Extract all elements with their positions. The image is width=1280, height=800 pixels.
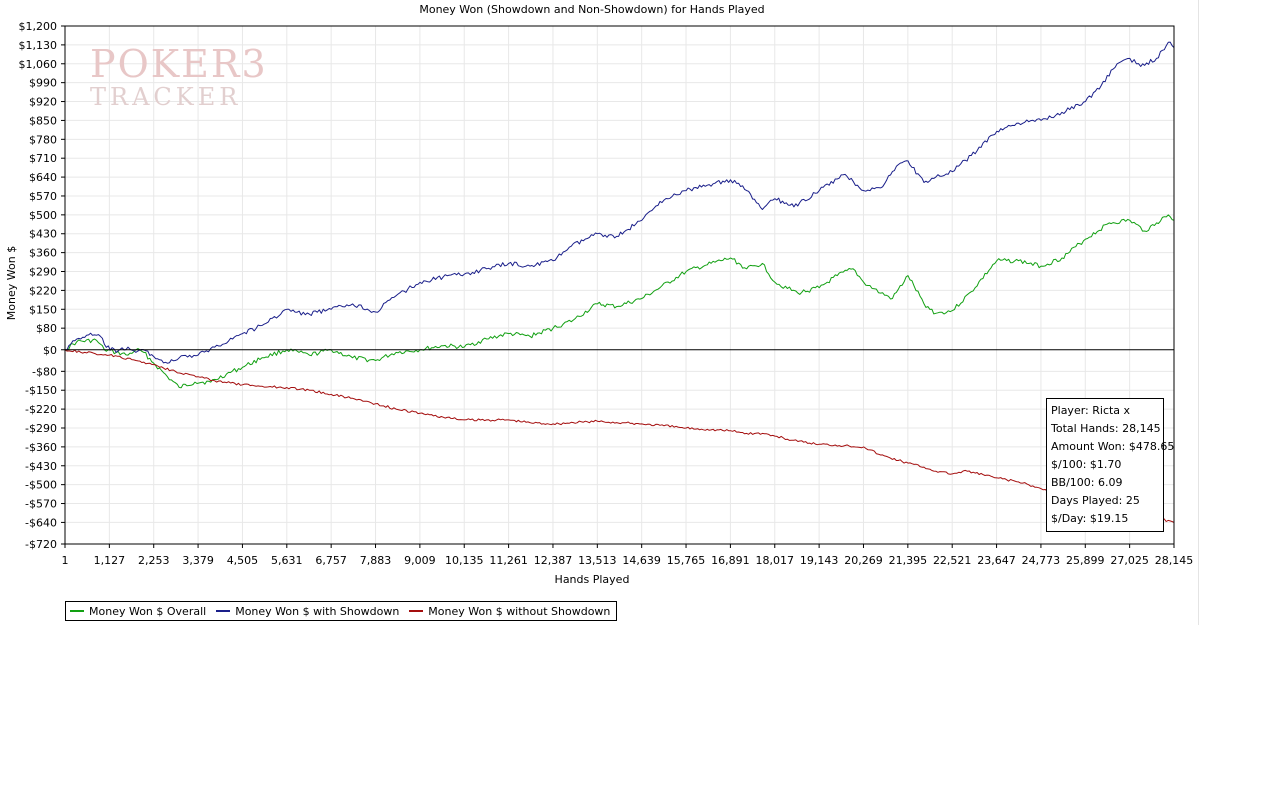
legend-label-non-showdown: Money Won $ without Showdown	[428, 604, 611, 618]
grid-lines	[64, 25, 1175, 545]
x-tick-label: 5,631	[271, 554, 303, 567]
y-tick-label: $920	[29, 96, 57, 109]
x-tick-label: 25,899	[1066, 554, 1105, 567]
legend-item-overall: Money Won $ Overall	[70, 605, 206, 618]
y-tick-label: $780	[29, 133, 57, 146]
info-player: Player: Ricta x	[1051, 404, 1131, 417]
x-tick-label: 3,379	[182, 554, 214, 567]
x-tick-label: 22,521	[933, 554, 972, 567]
y-tick-label: $990	[29, 77, 57, 90]
info-amount-won: Amount Won: $478.65	[1051, 440, 1175, 453]
legend-label-showdown: Money Won $ with Showdown	[235, 604, 400, 618]
x-tick-label: 20,269	[844, 554, 883, 567]
x-axis-label: Hands Played	[555, 573, 630, 586]
x-tick-label: 14,639	[622, 554, 661, 567]
series-lines	[64, 41, 1175, 523]
x-tick-label: 18,017	[756, 554, 795, 567]
player-stats-box: Player: Ricta x Total Hands: 28,145 Amou…	[1046, 398, 1175, 532]
x-tick-label: 13,513	[578, 554, 617, 567]
x-tick-label: 7,883	[360, 554, 392, 567]
legend-swatch-showdown	[216, 610, 231, 612]
x-tick-label: 16,891	[711, 554, 750, 567]
info-dollars-per-100: $/100: $1.70	[1051, 458, 1122, 471]
x-tick-label: 1	[62, 554, 69, 567]
x-tick-label: 24,773	[1022, 554, 1061, 567]
y-tick-label: $850	[29, 114, 57, 127]
x-tick-label: 19,143	[800, 554, 839, 567]
y-tick-label: $220	[29, 284, 57, 297]
y-tick-label: $1,130	[19, 39, 58, 52]
plot-background	[65, 26, 1174, 544]
legend-item-showdown: Money Won $ with Showdown	[216, 605, 399, 618]
info-total-hands: Total Hands: 28,145	[1051, 422, 1161, 435]
y-tick-label: -$640	[25, 516, 57, 529]
x-tick-label: 1,127	[94, 554, 126, 567]
x-tick-label: 15,765	[667, 554, 706, 567]
chart-legend: Money Won $ Overall Money Won $ with Sho…	[65, 601, 618, 621]
y-tick-label: $710	[29, 152, 57, 165]
y-tick-label: $290	[29, 266, 57, 279]
info-bb-per-100: BB/100: 6.09	[1051, 476, 1123, 489]
x-tick-label: 28,145	[1155, 554, 1194, 567]
x-tick-label: 23,647	[977, 554, 1016, 567]
y-tick-label: $1,060	[19, 58, 58, 71]
watermark-line-1: POKER3	[90, 42, 268, 86]
y-tick-label: -$220	[25, 403, 57, 416]
x-tick-label: 6,757	[315, 554, 347, 567]
y-tick-label: $640	[29, 171, 57, 184]
panel-divider	[1198, 0, 1199, 625]
chart-title: Money Won (Showdown and Non-Showdown) fo…	[419, 3, 764, 16]
y-axis-label: Money Won $	[5, 246, 18, 320]
info-days-played: Days Played: 25	[1051, 494, 1140, 507]
y-tick-label: -$430	[25, 460, 57, 473]
y-tick-label: $360	[29, 247, 57, 260]
y-tick-label: $500	[29, 209, 57, 222]
legend-label-overall: Money Won $ Overall	[89, 604, 207, 618]
y-tick-label: -$80	[32, 365, 57, 378]
series-line-without-showdown	[64, 349, 1175, 523]
series-line-overall	[64, 214, 1175, 389]
y-tick-label: -$720	[25, 538, 57, 551]
y-tick-label: -$290	[25, 422, 57, 435]
plot-frame	[64, 25, 1175, 545]
watermark-line-2: TRACKER	[90, 83, 242, 111]
y-tick-label: -$360	[25, 441, 57, 454]
legend-item-non-showdown: Money Won $ without Showdown	[409, 605, 610, 618]
x-tick-label: 21,395	[889, 554, 928, 567]
y-tick-label: $80	[36, 322, 57, 335]
y-tick-label: $150	[29, 303, 57, 316]
y-tick-label: $0	[43, 344, 57, 357]
axis-ticks: $1,200 $1,130 $1,060 $990 $920 $850 $780 $710 $6…	[19, 20, 1194, 567]
x-tick-label: 4,505	[227, 554, 259, 567]
y-tick-label: $1,200	[19, 20, 58, 33]
x-tick-label: 11,261	[489, 554, 528, 567]
y-tick-label: $430	[29, 228, 57, 241]
y-tick-label: -$570	[25, 498, 57, 511]
poker-tracker-watermark-logo: POKER3 TRACKER	[90, 44, 268, 110]
x-tick-label: 27,025	[1110, 554, 1149, 567]
x-tick-label: 9,009	[404, 554, 436, 567]
y-tick-label: -$150	[25, 384, 57, 397]
x-tick-label: 10,135	[445, 554, 484, 567]
legend-swatch-overall	[70, 610, 84, 612]
y-tick-label: $570	[29, 190, 57, 203]
legend-swatch-non-showdown	[409, 610, 424, 612]
x-tick-label: 2,253	[138, 554, 170, 567]
series-line-with-showdown	[65, 41, 1175, 364]
plot-border	[64, 25, 1175, 545]
info-dollars-per-day: $/Day: $19.15	[1051, 512, 1129, 525]
y-tick-label: -$500	[25, 479, 57, 492]
x-tick-label: 12,387	[534, 554, 573, 567]
